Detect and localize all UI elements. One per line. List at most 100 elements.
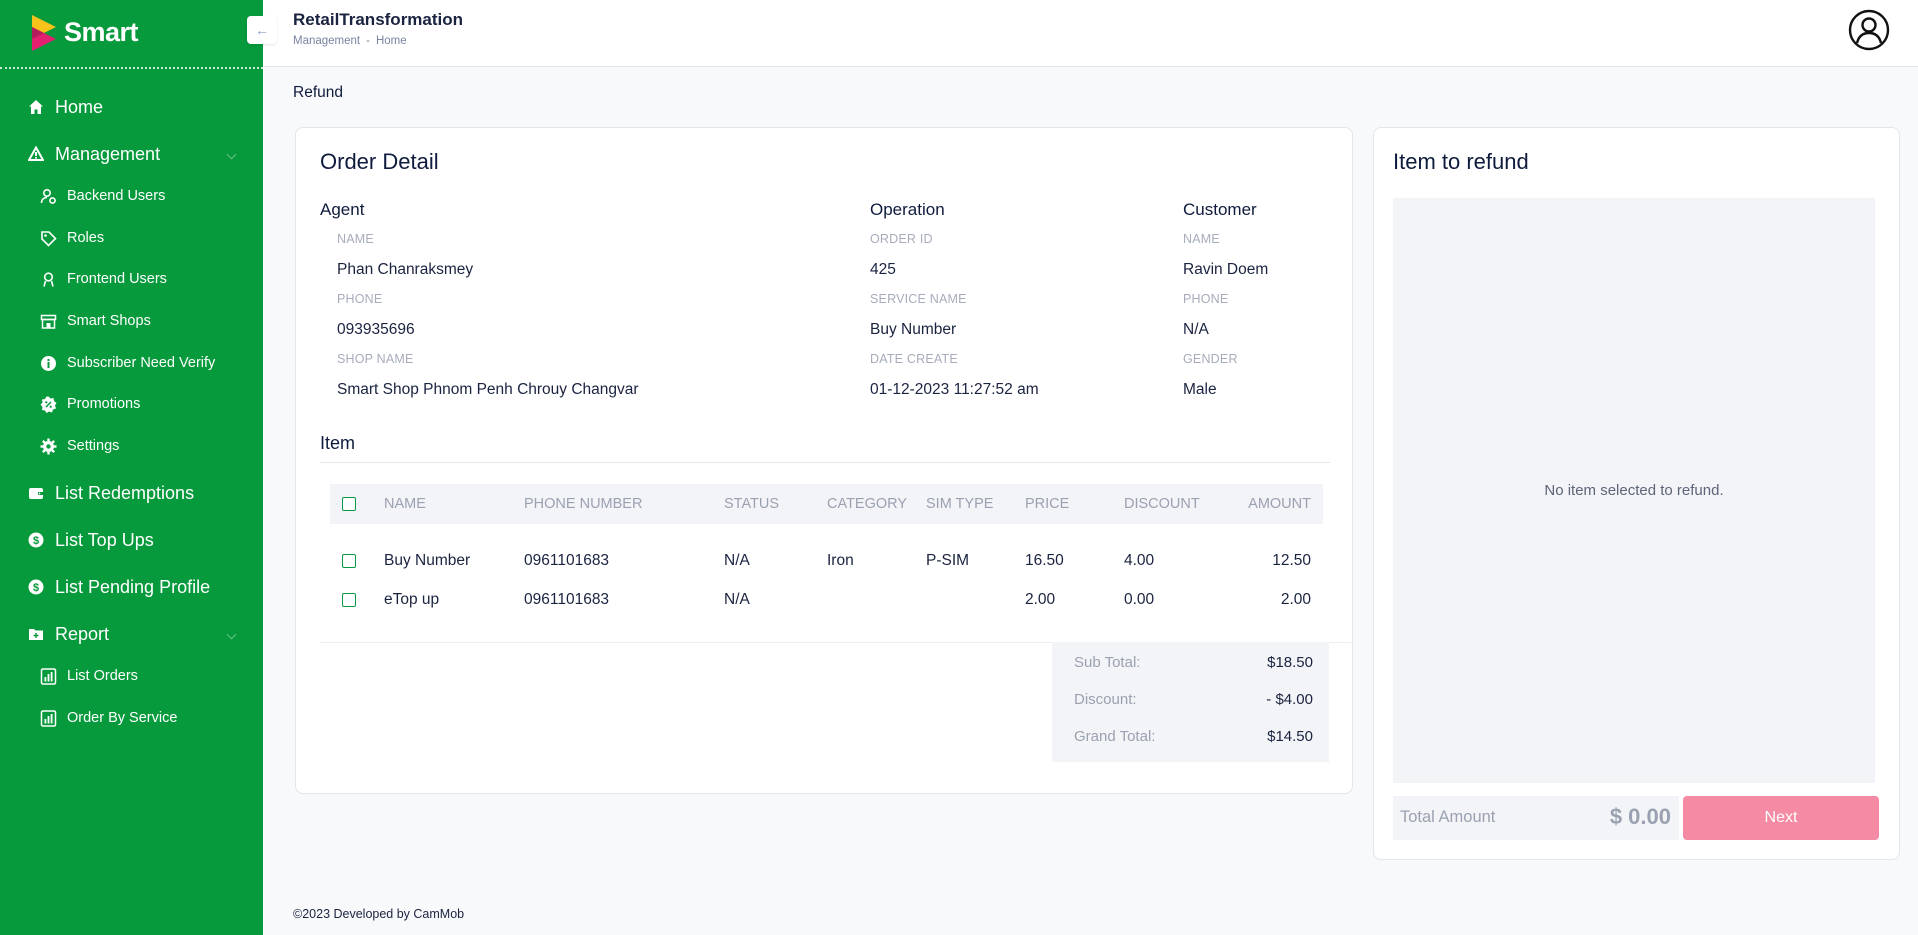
cell-discount: 0.00 [1124,591,1155,608]
sidebar-item-home[interactable]: Home [0,87,263,127]
column-header-sim-type[interactable]: SIM TYPE [926,496,994,512]
sidebar-item-promotions[interactable]: Promotions [0,388,263,420]
empty-refund-message: No item selected to refund. [1544,482,1724,499]
cell-discount: 4.00 [1124,552,1155,569]
row-checkbox[interactable] [342,554,356,568]
breadcrumb: Management - Home [293,35,407,47]
report-icon [40,709,57,727]
column-header-status[interactable]: STATUS [724,496,780,512]
sidebar-item-management[interactable]: Management [0,134,263,174]
sidebar-item-list-orders[interactable]: List Orders [0,660,263,692]
item-to-refund-title: Item to refund [1393,149,1529,174]
breadcrumb-item[interactable]: Management [293,35,361,47]
agent-name-value: Phan Chanraksmey [337,261,474,278]
sidebar: Smart Home Management Backend Users [0,0,263,935]
agent-name-label: NAME [337,232,374,246]
cell-price: 2.00 [1025,591,1056,608]
dollar-circle-icon: $ [28,532,44,548]
sidebar-item-label: Promotions [67,396,141,412]
chevron-down-icon [226,149,237,160]
column-header-category[interactable]: CATEGORY [827,496,908,512]
sidebar-item-backend-users[interactable]: Backend Users [0,180,263,212]
order-detail-card: Order Detail Agent NAME Phan Chanraksmey… [295,127,1353,794]
sidebar-item-label: Order By Service [67,710,178,726]
warning-triangle-icon [28,146,44,162]
total-amount-value: $ 0.00 [1609,804,1671,829]
tag-icon [40,230,57,247]
sidebar-item-label: List Top Ups [55,529,154,550]
folder-icon [28,626,44,642]
column-header-name[interactable]: NAME [384,496,426,512]
sidebar-item-list-pending-profile[interactable]: $ List Pending Profile [0,567,263,607]
items-table-header: NAME PHONE NUMBER STATUS CATEGORY SIM TY… [330,484,1323,524]
cell-name: eTop up [384,591,440,608]
select-all-checkbox[interactable] [342,497,356,511]
brand-logo[interactable]: Smart [30,12,139,52]
sidebar-item-label: Report [55,623,110,644]
sidebar-item-smart-shops[interactable]: Smart Shops [0,305,263,337]
sidebar-item-subscriber-need-verify[interactable]: Subscriber Need Verify [0,347,263,379]
customer-phone-label: PHONE [1183,292,1229,306]
breadcrumb-separator: - [366,35,370,47]
sidebar-divider [0,67,263,69]
sidebar-item-settings[interactable]: Settings [0,430,263,462]
sidebar-item-frontend-users[interactable]: Frontend Users [0,263,263,295]
customer-name-label: NAME [1183,232,1220,246]
user-badge-icon [40,271,57,288]
smart-logo-icon [32,15,56,51]
sidebar-item-label: Home [55,96,104,117]
agent-shop-label: SHOP NAME [337,352,414,366]
user-avatar-icon[interactable] [1848,9,1890,51]
agent-phone-label: PHONE [337,292,383,306]
column-header-phone-number[interactable]: PHONE NUMBER [524,496,643,512]
order-totals: Sub Total: $18.50 Discount: - $4.00 Gran… [1052,642,1329,762]
customer-gender-value: Male [1183,381,1217,398]
order-id-value: 425 [870,261,896,278]
table-row[interactable]: Buy Number 0961101683 N/A Iron P-SIM 16.… [330,546,1323,576]
wallet-icon [28,485,44,501]
discount-label: Discount: [1074,691,1137,708]
sidebar-item-label: Subscriber Need Verify [67,355,216,371]
total-amount-box: Total Amount $ 0.00 [1393,796,1679,840]
row-checkbox[interactable] [342,593,356,607]
brand-name: Smart [64,16,139,47]
sidebar-item-label: List Redemptions [55,482,195,503]
column-header-price[interactable]: PRICE [1025,496,1070,512]
sidebar-item-list-redemptions[interactable]: List Redemptions [0,473,263,513]
store-icon [40,313,57,330]
discount-value: - $4.00 [1266,691,1313,708]
table-row[interactable]: eTop up 0961101683 N/A 2.00 0.00 2.00 [330,585,1323,615]
next-button[interactable]: Next [1683,796,1879,840]
column-header-discount[interactable]: DISCOUNT [1124,496,1200,512]
breadcrumb-item[interactable]: Home [375,35,407,47]
cell-price: 16.50 [1025,552,1064,569]
cell-phone-number: 0961101683 [524,591,610,608]
footer-text: ©2023 Developed by CamMob [293,907,465,921]
sidebar-item-roles[interactable]: Roles [0,222,263,254]
item-to-refund-card: Item to refund No item selected to refun… [1373,127,1900,860]
grand-total-label: Grand Total: [1074,728,1156,745]
cell-status: N/A [724,552,750,569]
cell-amount: 2.00 [1280,591,1311,608]
column-header-amount[interactable]: AMOUNT [1248,496,1311,512]
sidebar-item-report[interactable]: Report [0,614,263,654]
gear-icon [40,438,57,455]
chevron-down-icon [226,629,237,640]
user-gear-icon [40,188,57,205]
sidebar-item-list-top-ups[interactable]: $ List Top Ups [0,520,263,560]
info-circle-icon [40,355,57,372]
collapse-sidebar-button[interactable]: ← [247,16,277,44]
home-icon [28,99,44,115]
subtotal-label: Sub Total: [1074,654,1141,671]
sidebar-item-label: Management [55,143,161,164]
order-detail-title: Order Detail [320,149,439,174]
sidebar-item-order-by-service[interactable]: Order By Service [0,702,263,734]
sidebar-item-label: List Orders [67,668,138,684]
page-title: Refund [293,84,343,101]
refund-items-area: No item selected to refund. [1393,198,1875,783]
agent-shop-value: Smart Shop Phnom Penh Chrouy Changvar [337,381,639,398]
item-divider [320,462,1330,463]
service-name-label: SERVICE NAME [870,292,967,306]
grand-total-value: $14.50 [1267,728,1313,745]
sidebar-item-label: List Pending Profile [55,576,211,597]
